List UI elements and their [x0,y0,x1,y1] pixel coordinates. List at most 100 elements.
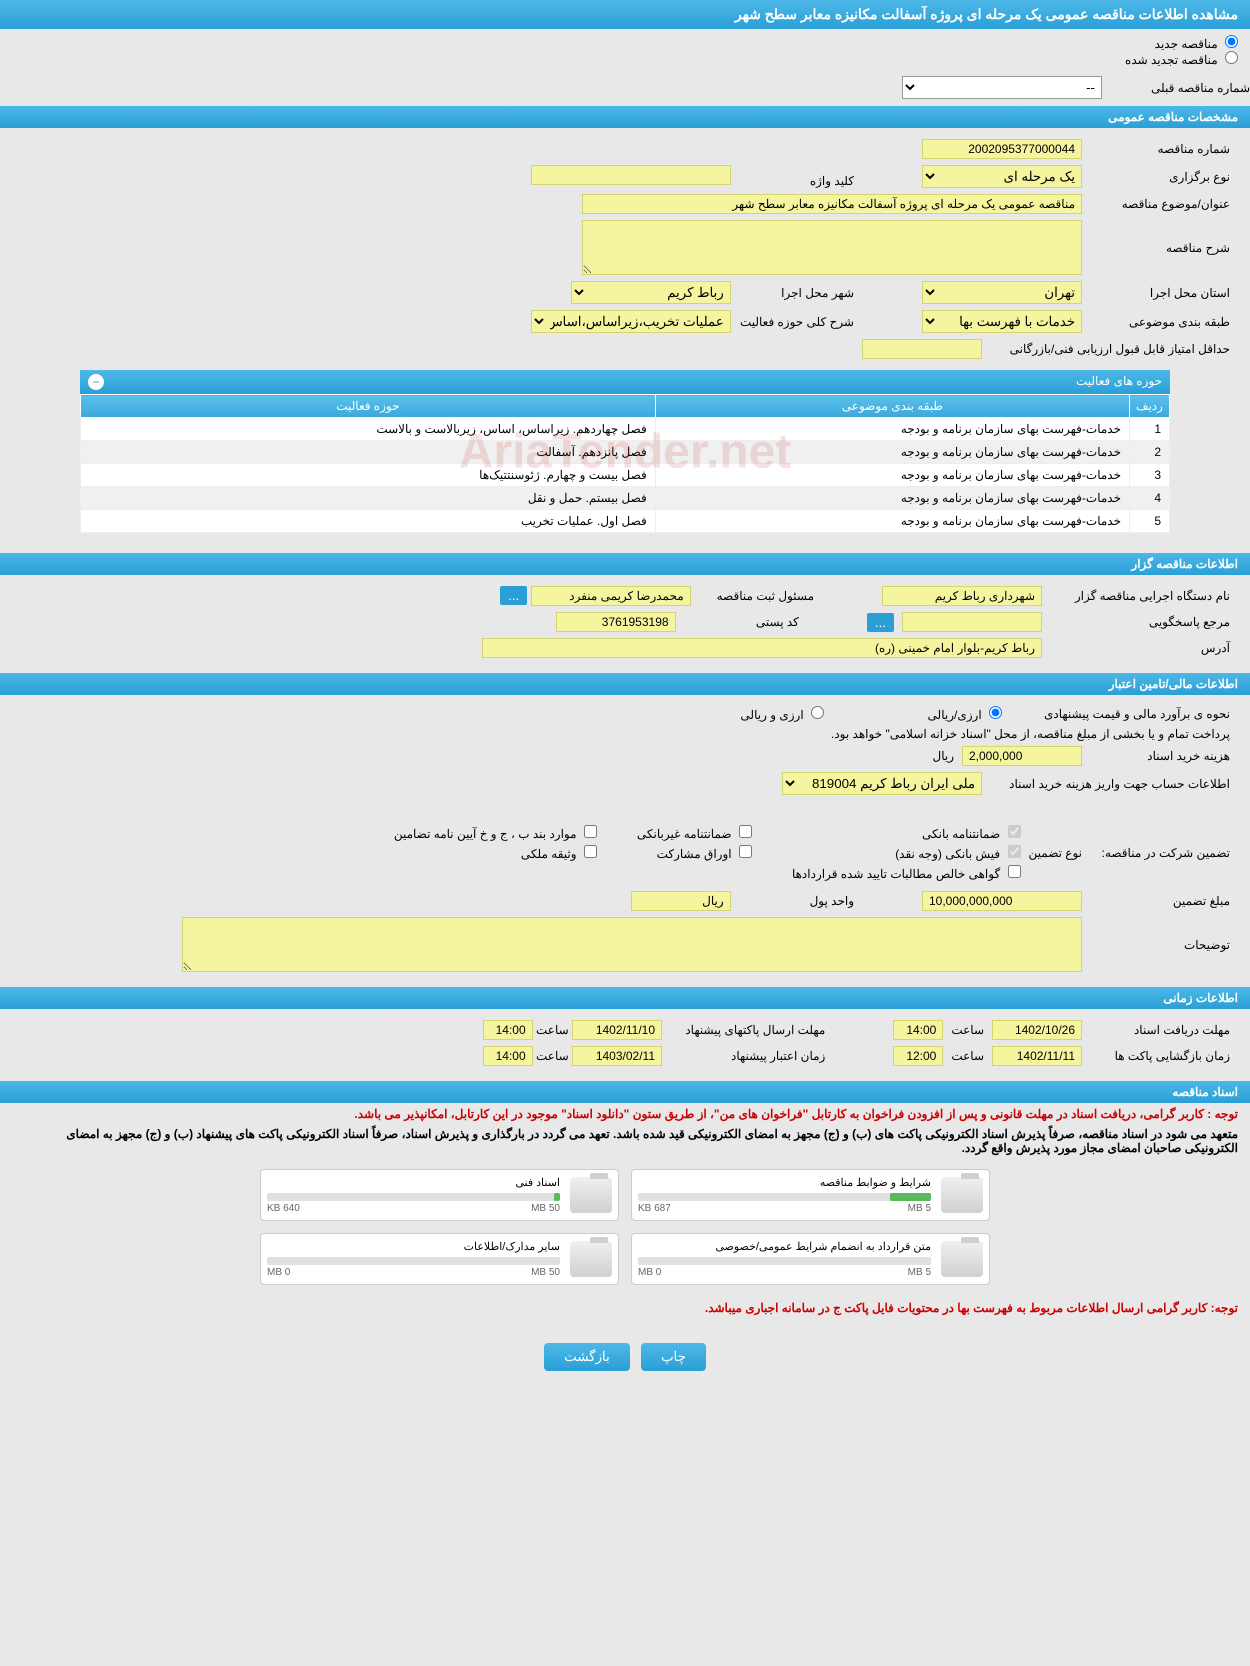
doc-title: شرایط و ضوابط مناقصه [638,1176,931,1189]
activity-desc-select[interactable]: عملیات تخریب،زیراساس،اساس،زیربالاست [531,310,731,333]
doc-title: سایر مدارک/اطلاعات [267,1240,560,1253]
doc-used: 0 MB [267,1267,290,1278]
estimate-label: نحوه ی برآورد مالی و قیمت پیشنهادی [1010,707,1230,721]
doc-cost-label: هزینه خرید اسناد [1090,749,1230,763]
province-label: استان محل اجرا [1090,286,1230,300]
city-label: شهر محل اجرا [734,286,854,300]
guarantee-amount-label: مبلغ تضمین [1090,894,1230,908]
city-select[interactable]: رباط کریم [571,281,731,304]
category-select[interactable]: خدمات با فهرست بها [922,310,1082,333]
table-row: 3خدمات-فهرست بهای سازمان برنامه و بودجهف… [81,464,1170,487]
validity-date: 1403/02/11 [572,1046,662,1066]
radio-fx[interactable]: ارزی/ریالی [862,706,1002,722]
chk-receivables[interactable]: گواهی خالص مطالبات تایید شده قراردادها [792,865,1021,881]
doc-box[interactable]: متن قرارداد به انضمام شرایط عمومی/خصوصی … [631,1233,990,1285]
doc-max: 50 MB [531,1267,560,1278]
open-date: 1402/11/11 [992,1046,1082,1066]
province-select[interactable]: تهران [922,281,1082,304]
type-label: نوع برگزاری [1090,170,1230,184]
keyword-value [531,165,731,185]
category-label: طبقه بندی موضوعی [1090,315,1230,329]
subject-label: عنوان/موضوع مناقصه [1090,197,1230,211]
type-select[interactable]: یک مرحله ای [922,165,1082,188]
doc-used: 640 KB [267,1203,300,1214]
contact-more-button[interactable]: ... [867,613,894,632]
radio-rial[interactable]: ارزی و ریالی [684,706,824,722]
doc-note-2: متعهد می شود در اسناد مناقصه، صرفاً پذیر… [0,1125,1250,1157]
contact-label: مرجع پاسخگویی [1050,615,1230,629]
doc-box[interactable]: اسناد فنی 50 MB640 KB [260,1169,619,1221]
subject-value: مناقصه عمومی یک مرحله ای پروژه آسفالت مک… [582,194,1082,214]
number-value: 2002095377000044 [922,139,1082,159]
table-row: 2خدمات-فهرست بهای سازمان برنامه و بودجهف… [81,441,1170,464]
prev-number-select[interactable]: -- [902,76,1102,99]
doc-max: 50 MB [531,1203,560,1214]
notes-label: توضیحات [1090,938,1230,952]
address-value: رباط کریم-بلوار امام خمینی (ره) [482,638,1042,658]
collapse-icon[interactable]: − [88,374,104,390]
postal-value: 3761953198 [556,612,676,632]
radio-renewed[interactable]: مناقصه تجدید شده [1125,53,1238,67]
col-category: طبقه بندی موضوعی [655,395,1129,418]
print-button[interactable]: چاپ [641,1343,706,1371]
time-label-3: ساعت [951,1049,984,1063]
min-score-value [862,339,982,359]
payment-note: پرداخت تمام و یا بخشی از مبلغ مناقصه، از… [20,725,1230,743]
description-textarea[interactable] [582,220,1082,275]
col-row: ردیف [1130,395,1170,418]
col-field: حوزه فعالیت [81,395,656,418]
activity-desc-label: شرح کلی حوزه فعالیت [734,315,854,329]
org-value: شهرداری رباط کریم [882,586,1042,606]
guarantee-amount-value: 10,000,000,000 [922,891,1082,911]
folder-icon [941,1241,983,1277]
more-button[interactable]: ... [500,586,527,605]
folder-icon [570,1177,612,1213]
number-label: شماره مناقصه [1090,142,1230,156]
send-date: 1402/11/10 [572,1020,662,1040]
doc-cost-value: 2,000,000 [962,746,1082,766]
doc-max: 5 MB [908,1203,931,1214]
min-score-label: حداقل امتیاز قابل قبول ارزیابی فنی/بازرگ… [990,342,1230,356]
folder-icon [941,1177,983,1213]
chk-securities[interactable]: اوراق مشارکت [637,845,752,861]
doc-used: 0 MB [638,1267,661,1278]
activity-table-title: حوزه های فعالیت [1076,374,1162,390]
doc-note-1: توجه : کاربر گرامی، دریافت اسناد در مهلت… [0,1103,1250,1125]
time-label-1: ساعت [951,1023,984,1037]
folder-icon [570,1241,612,1277]
section-general: مشخصات مناقصه عمومی [0,106,1250,128]
notes-textarea[interactable] [182,917,1082,972]
account-label: اطلاعات حساب جهت واریز هزینه خرید اسناد [990,777,1230,791]
chk-nonbank[interactable]: ضمانتنامه غیربانکی [637,825,752,841]
doc-box[interactable]: شرایط و ضوابط مناقصه 5 MB 687 KB [631,1169,990,1221]
send-time: 14:00 [483,1020,533,1040]
receive-date: 1402/10/26 [992,1020,1082,1040]
chk-cash[interactable]: فیش بانکی (وجه نقد) [792,845,1021,861]
prev-number-label: شماره مناقصه قبلی [1110,81,1250,95]
doc-box[interactable]: سایر مدارک/اطلاعات 50 MB 0 MB [260,1233,619,1285]
back-button[interactable]: بازگشت [544,1343,630,1371]
responsible-label: مسئول ثبت مناقصه [694,589,814,603]
doc-used: 687 KB [638,1203,671,1214]
validity-label: زمان اعتبار پیشنهاد [665,1049,825,1063]
chk-bank[interactable]: ضمانتنامه بانکی [792,825,1021,841]
radio-new[interactable]: مناقصه جدید [1155,37,1238,51]
section-financial: اطلاعات مالی/تامین اعتبار [0,673,1250,695]
receive-time: 14:00 [893,1020,943,1040]
doc-title: متن قرارداد به انضمام شرایط عمومی/خصوصی [638,1240,931,1253]
table-row: 1خدمات-فهرست بهای سازمان برنامه و بودجهف… [81,418,1170,441]
activity-table: ردیف طبقه بندی موضوعی حوزه فعالیت 1خدمات… [80,394,1170,533]
guarantee-label: تضمین شرکت در مناقصه: [1090,846,1230,860]
keyword-label: کلید واژه [734,174,854,188]
doc-max: 5 MB [908,1267,931,1278]
section-organizer: اطلاعات مناقصه گزار [0,553,1250,575]
chk-property[interactable]: وثیقه ملکی [394,845,597,861]
chk-items[interactable]: موارد بند ب ، ج و خ آیین نامه تضامین [394,825,597,841]
doc-note-3: توجه: کاربر گرامی ارسال اطلاعات مربوط به… [0,1297,1250,1319]
org-label: نام دستگاه اجرایی مناقصه گزار [1050,589,1230,603]
account-select[interactable]: ملی ایران رباط کریم 819004 [782,772,982,795]
table-row: 5خدمات-فهرست بهای سازمان برنامه و بودجهف… [81,510,1170,533]
rial-label: ریال [932,749,954,763]
validity-time: 14:00 [483,1046,533,1066]
page-title: مشاهده اطلاعات مناقصه عمومی یک مرحله ای … [0,0,1250,29]
